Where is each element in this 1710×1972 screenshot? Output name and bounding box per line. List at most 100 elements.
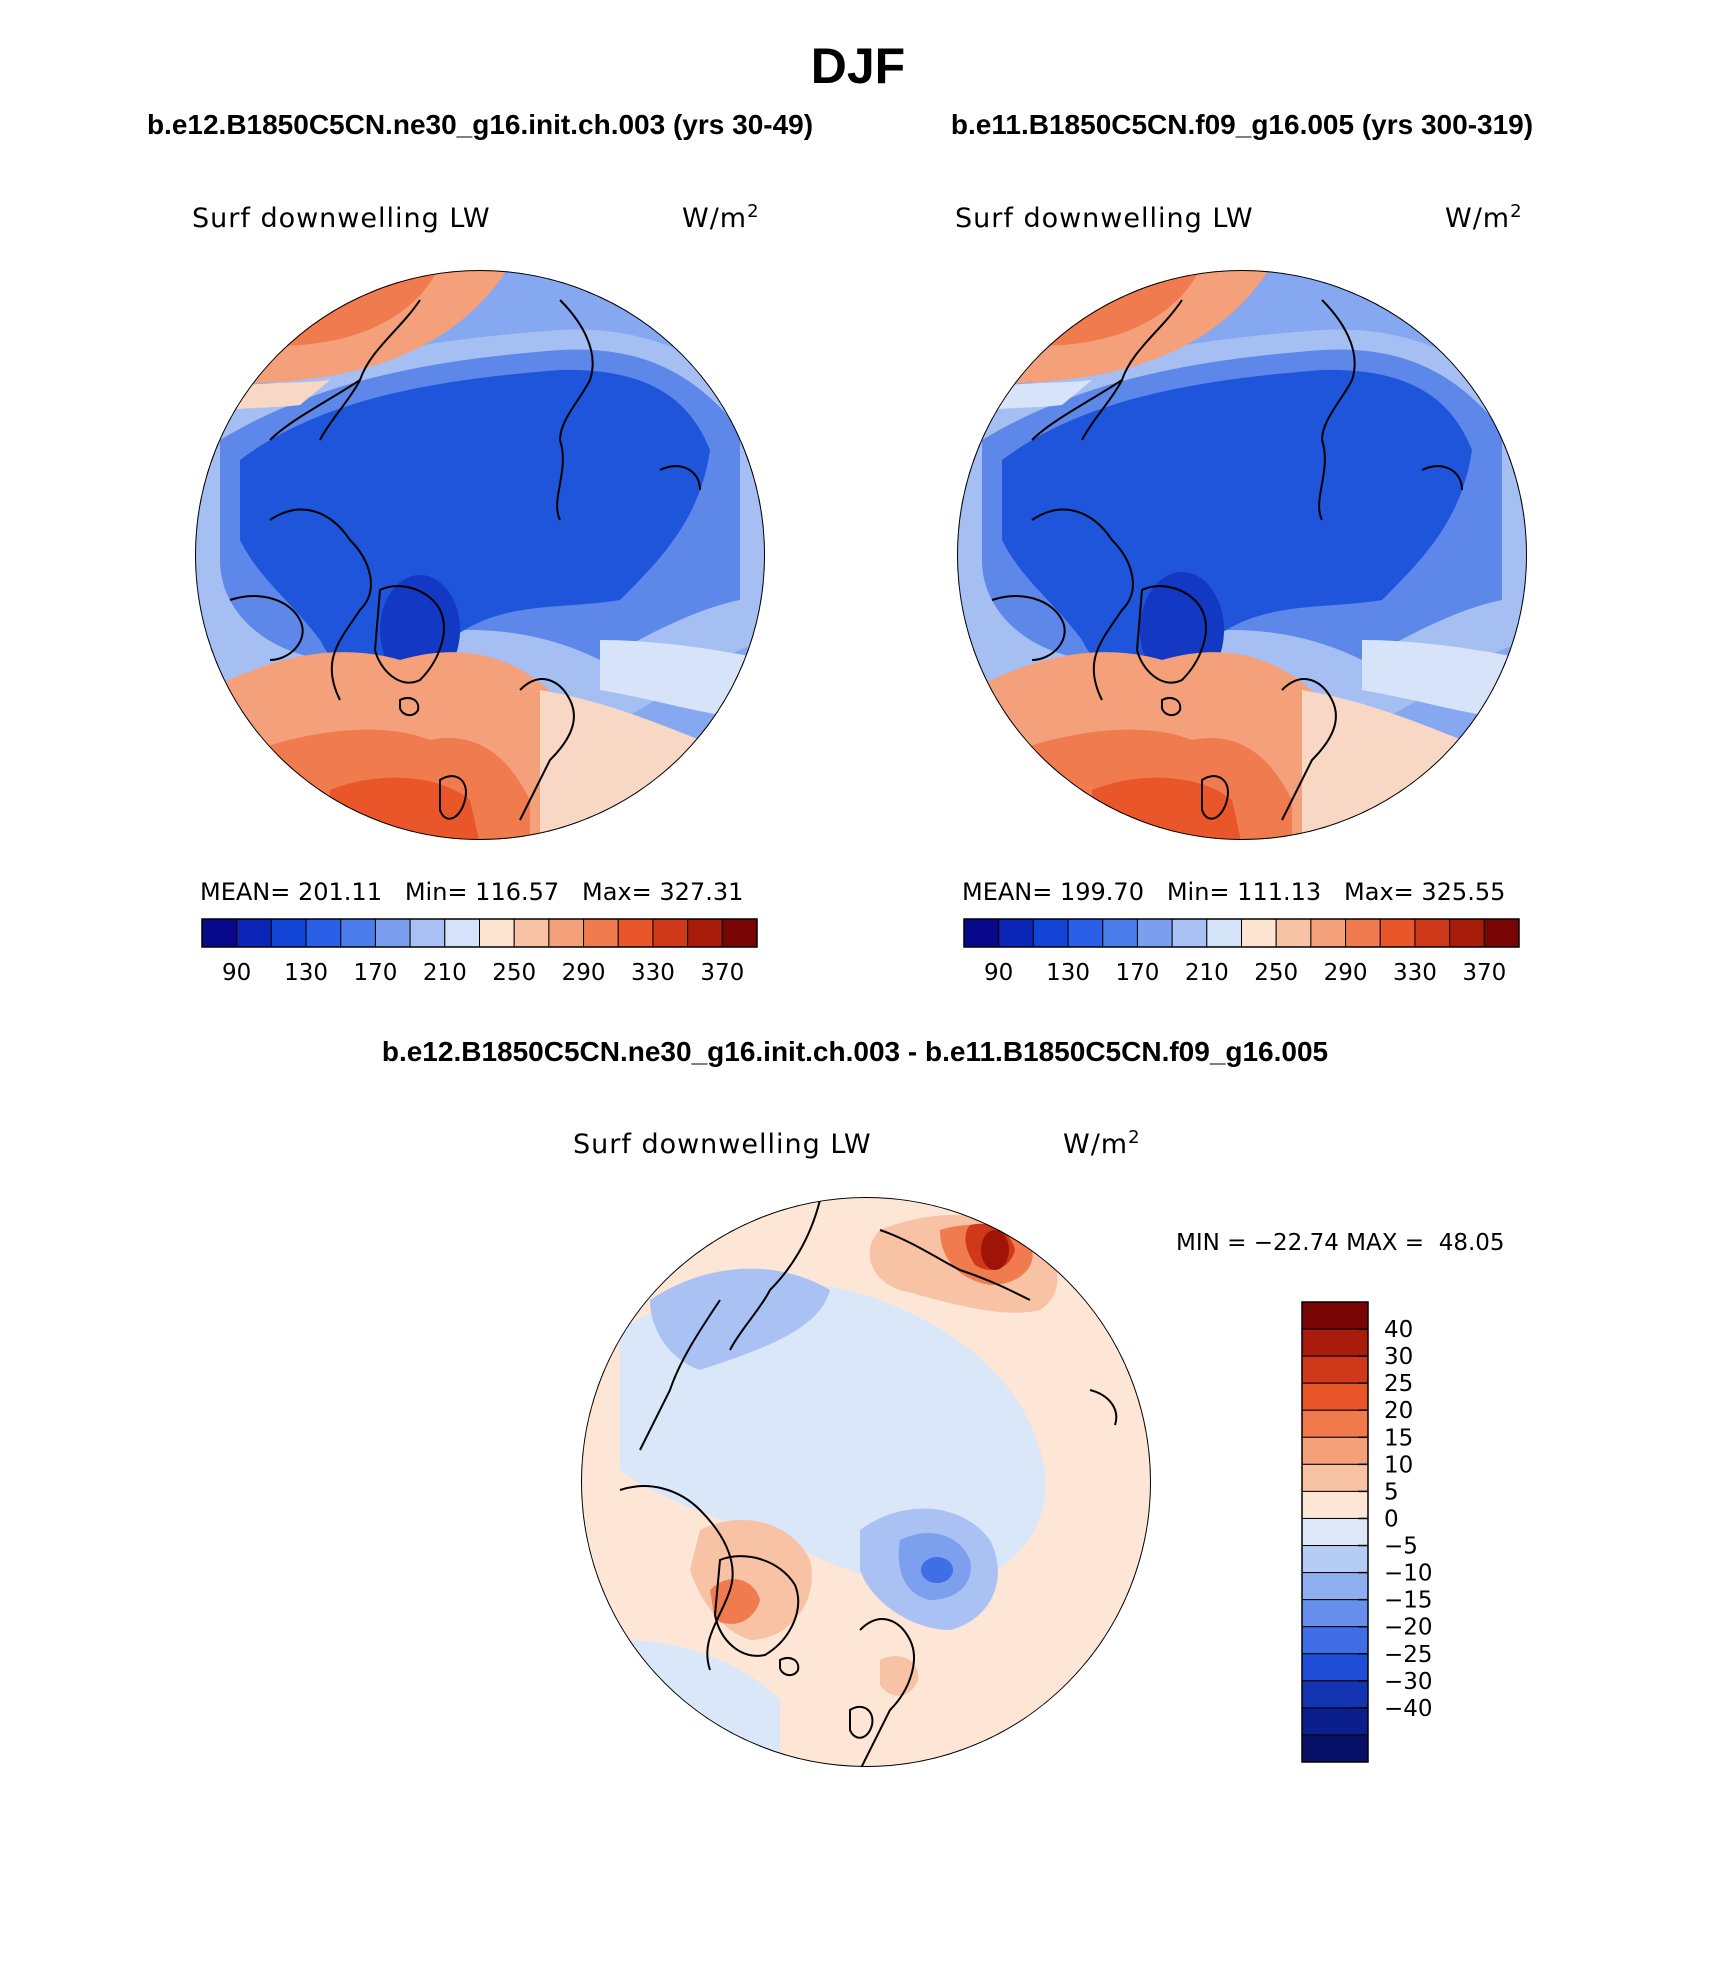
panel-a-coast-canada xyxy=(269,508,372,701)
panel-a-coast-greenland xyxy=(373,585,445,684)
panel-a-coast-hudson xyxy=(229,595,304,661)
diff-coastlines xyxy=(619,1199,1118,1767)
panel-b-coastlines xyxy=(991,299,1463,821)
diff-colorbar-label: 20 xyxy=(1384,1398,1413,1424)
panel-b-coast-alaska xyxy=(1031,299,1183,441)
panel-a-coastlines xyxy=(229,299,701,821)
panel-b-variable-label: Surf downwelling LW xyxy=(955,203,1254,234)
panel-b-colorbar-box xyxy=(1241,918,1277,948)
panel-b-colorbar-label: 370 xyxy=(1462,960,1506,986)
panel-b-colorbar-box xyxy=(1379,918,1416,948)
panel-a-units-label: W/m2 xyxy=(682,201,760,234)
panel-a-colorbar-label: 290 xyxy=(562,960,606,986)
diff-map xyxy=(581,1197,1151,1767)
panel-b-colorbar-label: 330 xyxy=(1393,960,1437,986)
diff-coast-kamchatka xyxy=(879,1229,1031,1301)
diff-coast-sakhalin xyxy=(1089,1389,1118,1426)
panel-a-coast-iceland xyxy=(399,697,420,716)
diff-colorbar-label: −15 xyxy=(1384,1588,1433,1614)
panel-a-colorbar-box xyxy=(548,918,585,948)
panel-a-colorbar-label: 210 xyxy=(423,960,467,986)
panel-b-colorbar-box xyxy=(1345,918,1381,948)
diff-coast-greenland xyxy=(713,1555,800,1657)
panel-b-map xyxy=(957,270,1527,840)
panel-b-units-label: W/m2 xyxy=(1445,201,1523,234)
panel-b-colorbar-box xyxy=(1067,918,1104,948)
diff-colorbar-box xyxy=(1301,1626,1369,1655)
diff-minmax: MIN = −22.74 MAX = 48.05 xyxy=(1176,1230,1505,1256)
diff-colorbar-box xyxy=(1301,1545,1369,1574)
diff-units-label: W/m2 xyxy=(1063,1127,1141,1160)
panel-a-colorbar-label: 330 xyxy=(631,960,675,986)
panel-a-colorbar-frame xyxy=(201,918,758,948)
diff-colorbar-box xyxy=(1301,1355,1369,1384)
panel-b-colorbar-label: 250 xyxy=(1254,960,1298,986)
diff-colorbar-label: 30 xyxy=(1384,1344,1413,1370)
diff-field-siberia-max xyxy=(981,1230,1009,1270)
diff-field-greenland-hot xyxy=(710,1579,760,1624)
panel-a-stats: MEAN= 201.11 Min= 116.57 Max= 327.31 xyxy=(200,878,743,906)
diff-colorbar-label: −10 xyxy=(1384,1561,1433,1587)
panel-b-colorbar-box xyxy=(1171,918,1208,948)
diff-colorbar-label: 40 xyxy=(1384,1317,1413,1343)
panel-a-colorbar-label: 250 xyxy=(492,960,536,986)
diff-coast-siberia xyxy=(729,1199,821,1351)
panel-b-colorbar-box xyxy=(1136,918,1173,948)
panel-b-colorbar: 90 130 170 210 250 290 330 370 xyxy=(963,918,1520,986)
diff-colorbar-box xyxy=(1301,1382,1369,1411)
panel-b-case-title: b.e11.B1850C5CN.f09_g16.005 (yrs 300-319… xyxy=(951,109,1533,140)
panel-a-colorbar-box xyxy=(687,918,723,948)
diff-colorbar-box xyxy=(1301,1463,1369,1492)
panel-a-colorbar-box xyxy=(617,918,654,948)
panel-a-colorbar-box xyxy=(513,918,550,948)
diff-colorbar-label: 10 xyxy=(1384,1452,1413,1478)
panel-a-colorbar-box xyxy=(374,918,411,948)
diff-colorbar-box xyxy=(1301,1436,1369,1465)
diff-colorbar-box xyxy=(1301,1328,1369,1357)
page-title: DJF xyxy=(811,38,905,94)
diff-colorbar-box xyxy=(1301,1572,1369,1601)
diff-coast-britain xyxy=(849,1705,874,1739)
panel-a-map xyxy=(195,270,765,840)
panel-b-colorbar-label: 290 xyxy=(1324,960,1368,986)
panel-b-coast-britain xyxy=(1201,775,1229,820)
panel-a-colorbar-box xyxy=(479,918,515,948)
panel-a-colorbar-label: 370 xyxy=(700,960,744,986)
panel-b-coast-hudson xyxy=(991,595,1066,661)
panel-b-colorbar-label: 210 xyxy=(1185,960,1229,986)
panel-a-colorbar-box xyxy=(236,918,272,948)
panel-a-colorbar-box xyxy=(305,918,342,948)
diff-field-europe-warm xyxy=(880,1656,919,1696)
panel-a-colorbar-box xyxy=(201,918,238,948)
diff-colorbar-box xyxy=(1301,1734,1369,1763)
diff-colorbar-box xyxy=(1301,1490,1369,1519)
diff-colorbar-box xyxy=(1301,1680,1369,1709)
panel-a-colorbar-box xyxy=(652,918,689,948)
diff-colorbar-box xyxy=(1301,1301,1369,1330)
panel-b-colorbar-box xyxy=(1414,918,1451,948)
panel-b-stats: MEAN= 199.70 Min= 111.13 Max= 325.55 xyxy=(962,878,1505,906)
diff-coast-alaska xyxy=(639,1299,721,1451)
panel-a-field-arctic xyxy=(240,369,710,678)
diff-variable-label: Surf downwelling LW xyxy=(573,1129,872,1160)
panel-a-coast-scandinavia xyxy=(519,678,575,821)
panel-a-case-title: b.e12.B1850C5CN.ne30_g16.init.ch.003 (yr… xyxy=(147,109,813,140)
diff-field-barents-min xyxy=(921,1557,953,1583)
panel-b-coast-canada xyxy=(1031,508,1134,701)
diff-coast-scandinavia xyxy=(859,1618,915,1767)
panel-b-coast-iceland xyxy=(1161,697,1182,716)
panel-b-coast-scandinavia xyxy=(1281,678,1337,821)
panel-a-colorbar-label: 170 xyxy=(353,960,397,986)
panel-b-colorbar-label: 130 xyxy=(1046,960,1090,986)
diff-colorbar-box xyxy=(1301,1409,1369,1438)
panel-a-colorbar-box xyxy=(583,918,619,948)
diff-colorbar-box xyxy=(1301,1599,1369,1628)
panel-a-coast-britain xyxy=(439,775,467,820)
diff-colorbar-frame xyxy=(1301,1301,1369,1763)
panel-b-colorbar-box xyxy=(998,918,1034,948)
diff-colorbar-box xyxy=(1301,1517,1369,1547)
panel-a-colorbar: 90 130 170 210 250 290 330 370 xyxy=(201,918,758,986)
panel-a-colorbar-box xyxy=(721,918,758,948)
panel-b-coast-kamchatka xyxy=(1421,465,1463,491)
